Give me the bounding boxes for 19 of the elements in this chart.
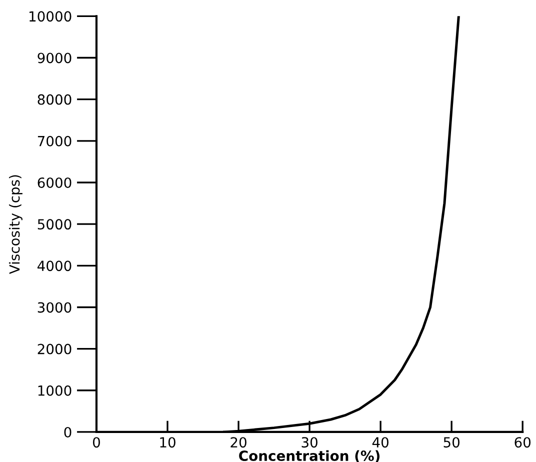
y-tick-label: 8000 <box>38 94 72 105</box>
x-tick-label: 0 <box>92 437 100 448</box>
y-tick-label: 1000 <box>38 385 72 396</box>
x-tick-label: 10 <box>160 437 176 448</box>
y-axis-title: Viscosity (cps) <box>8 175 22 274</box>
x-tick-label: 50 <box>444 437 460 448</box>
y-tick-label: 4000 <box>38 260 72 272</box>
x-tick-label: 60 <box>514 437 531 448</box>
x-tick-label: 40 <box>372 437 388 448</box>
y-tick-label: 10000 <box>30 11 72 22</box>
y-tick-label: 6000 <box>38 177 72 188</box>
x-tick-label: 30 <box>302 437 318 448</box>
y-tick-label: 7000 <box>38 136 72 146</box>
y-tick-label: 3000 <box>38 302 72 313</box>
y-tick-label: 0 <box>64 426 72 438</box>
y-tick-label: 9000 <box>38 52 72 64</box>
y-tick-label: 5000 <box>38 219 72 230</box>
y-tick-label: 2000 <box>38 344 72 354</box>
x-tick-label: 20 <box>230 437 246 448</box>
